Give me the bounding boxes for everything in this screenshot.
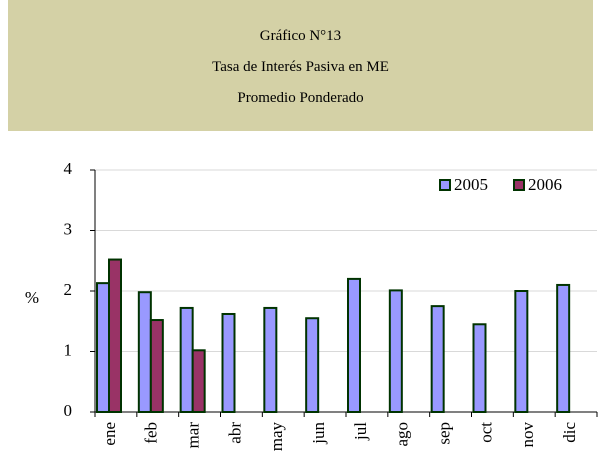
y-tick-label: 1 <box>64 340 73 359</box>
bar <box>347 277 361 413</box>
bar <box>388 289 403 413</box>
y-tick-label: 0 <box>64 401 73 420</box>
bar <box>514 290 529 413</box>
x-tick-label: dic <box>560 422 579 443</box>
bar <box>191 349 206 414</box>
x-tick-label: mar <box>183 422 202 449</box>
legend-label: 2005 <box>454 175 488 194</box>
x-tick-label: sep <box>434 422 453 445</box>
bar <box>221 312 236 413</box>
header: Gráfico N°13 Tasa de Interés Pasiva en M… <box>8 0 593 131</box>
x-tick-label: may <box>267 422 286 452</box>
legend-swatch <box>439 179 451 191</box>
bar <box>430 305 445 413</box>
y-tick-label: 3 <box>64 219 73 238</box>
x-tick-label: nov <box>518 422 537 448</box>
legend-label: 2006 <box>528 175 562 194</box>
x-tick-label: feb <box>142 422 161 444</box>
legend-swatch <box>513 179 525 191</box>
bar <box>96 282 110 414</box>
x-tick-label: ene <box>100 422 119 446</box>
bar <box>149 319 164 414</box>
bar <box>137 291 152 413</box>
bar <box>556 283 571 414</box>
bar <box>179 306 194 413</box>
x-tick-label: jul <box>351 422 370 441</box>
y-tick-label: 2 <box>64 280 73 299</box>
x-tick-label: abr <box>225 422 244 444</box>
chart-subtitle: Tasa de Interés Pasiva en ME <box>212 59 389 75</box>
chart-subtitle: Promedio Ponderado <box>237 90 364 106</box>
chart-title: Gráfico N°13 <box>259 28 342 44</box>
x-tick-label: jun <box>309 422 328 445</box>
bar <box>305 317 320 414</box>
bar <box>108 258 122 414</box>
x-tick-label: oct <box>476 422 495 443</box>
y-axis-label: % <box>25 288 39 307</box>
x-tick-label: ago <box>393 422 412 447</box>
bar <box>472 323 487 413</box>
y-tick-label: 4 <box>64 159 73 178</box>
bar <box>263 306 278 413</box>
